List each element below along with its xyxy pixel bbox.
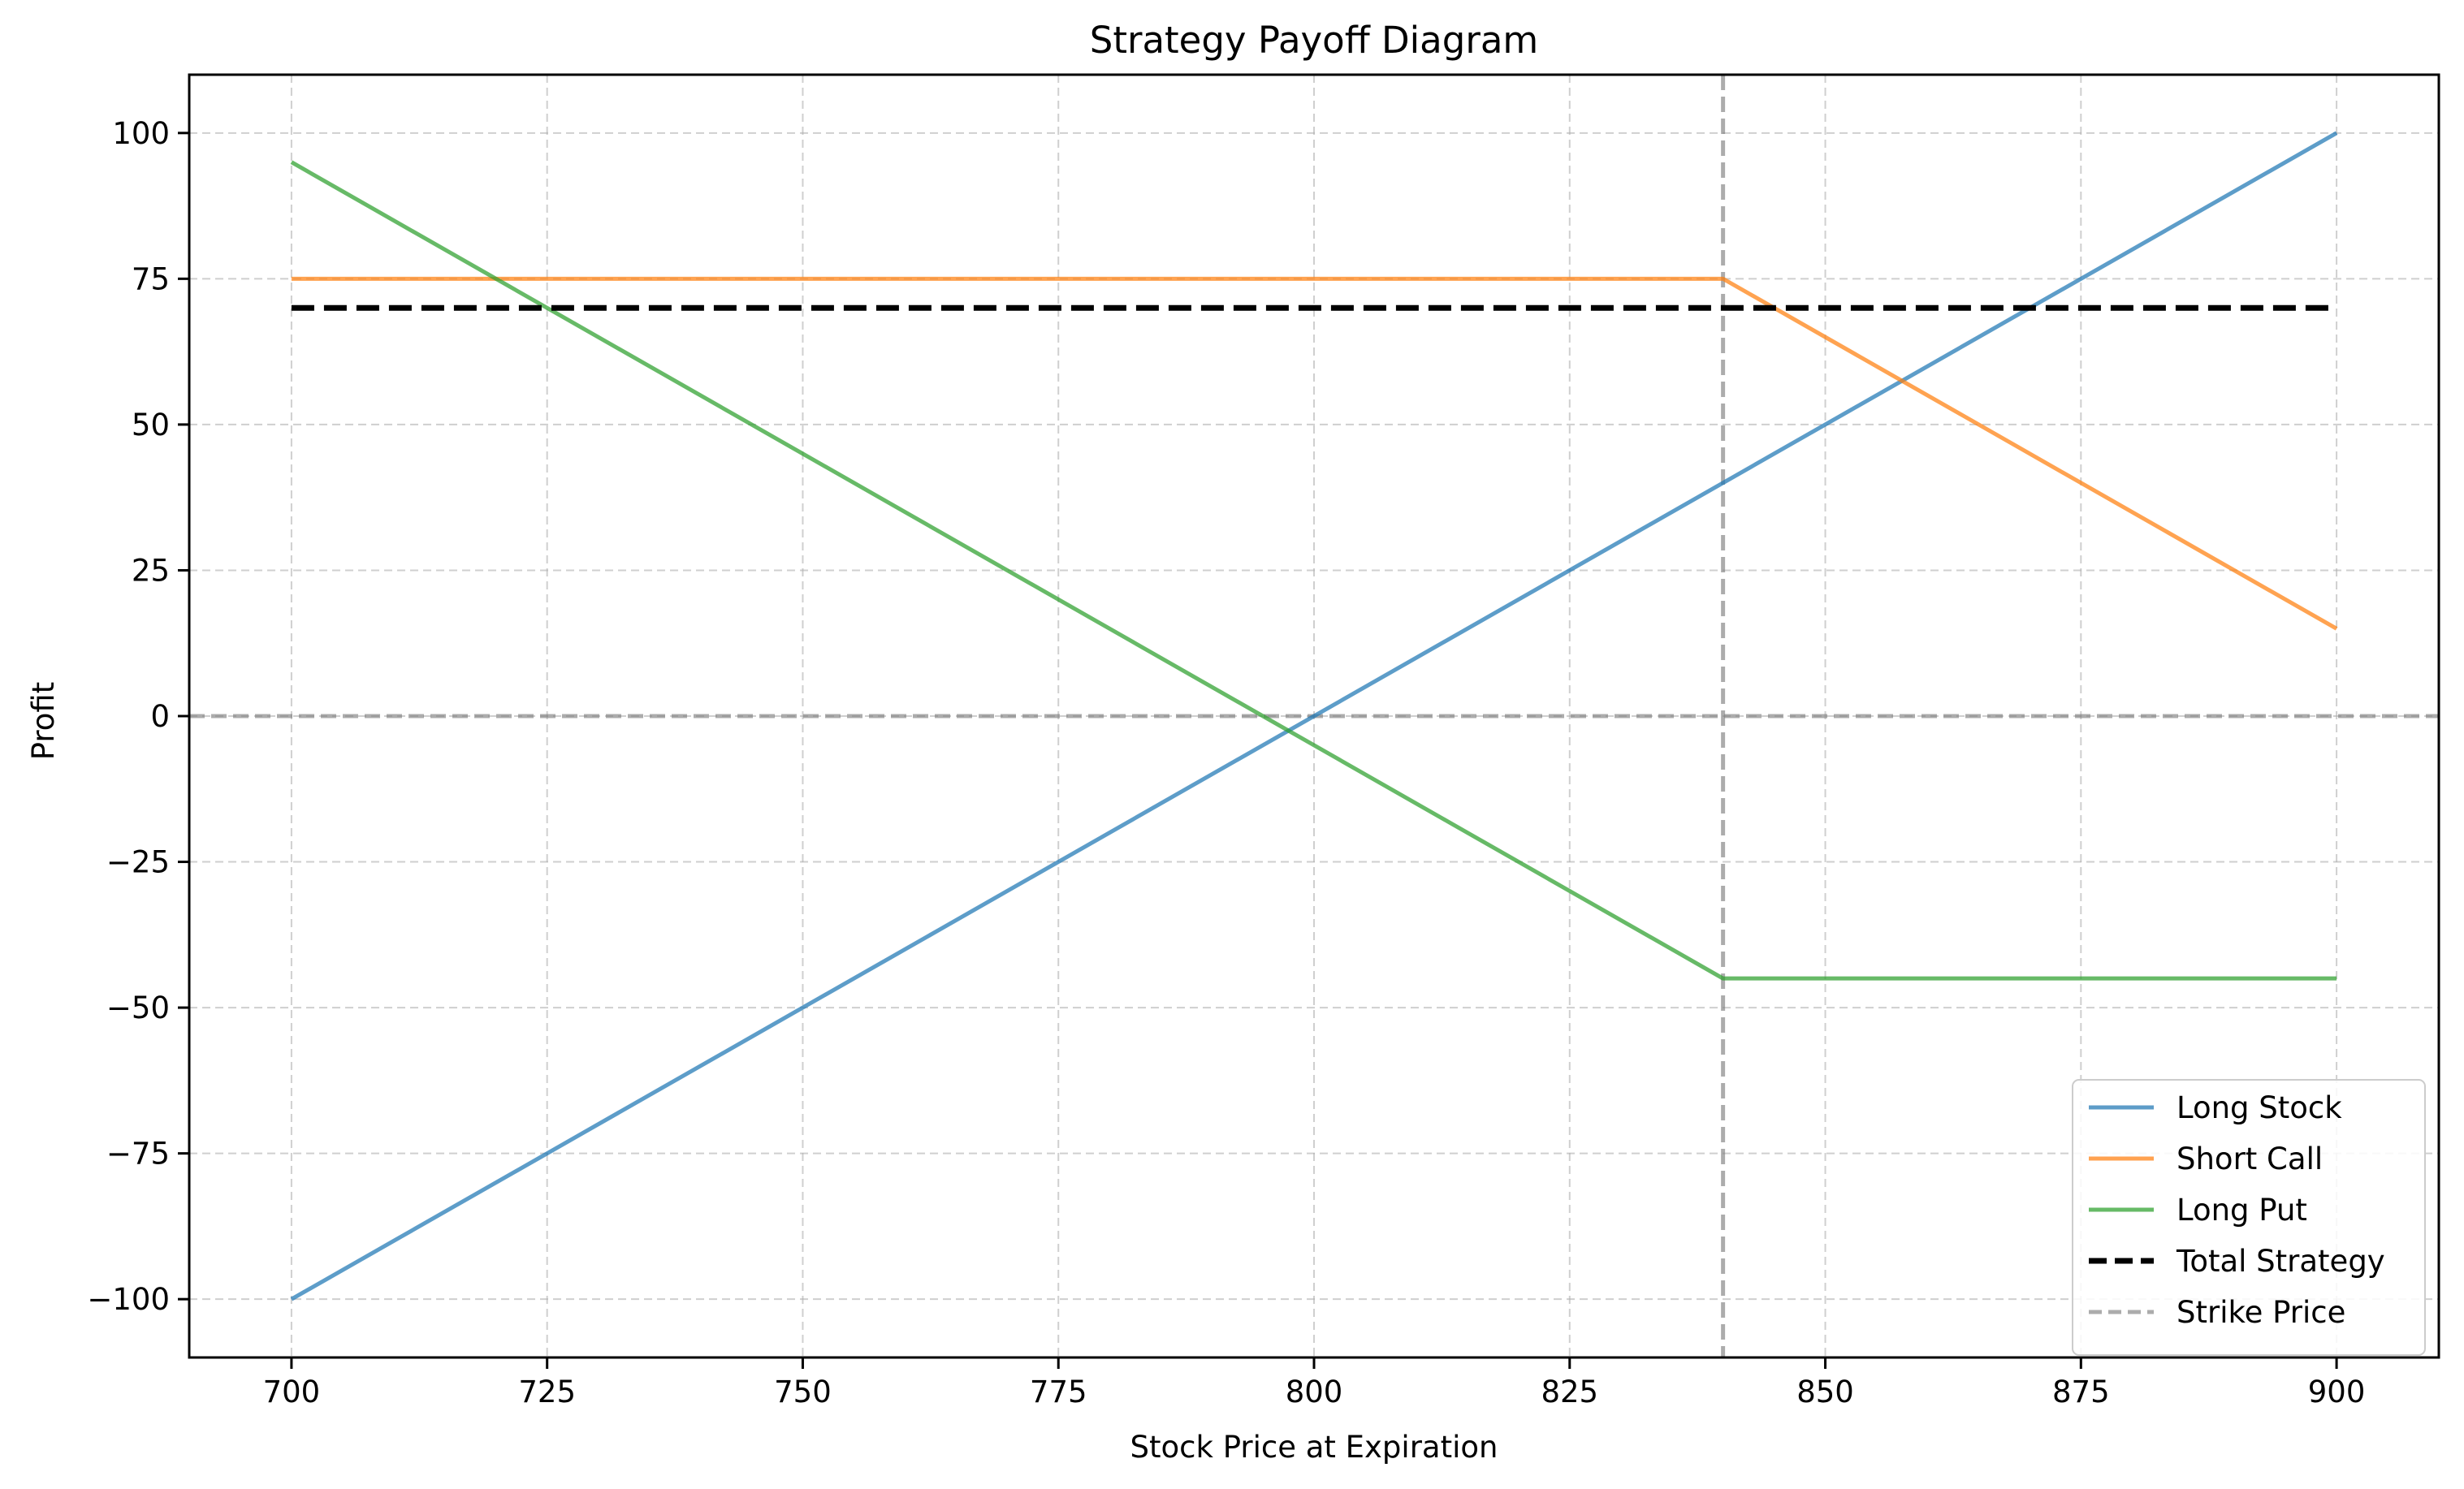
series-line-short-call (291, 276, 2338, 631)
legend-label: Strike Price (2177, 1295, 2345, 1330)
x-tick-label: 825 (1541, 1375, 1598, 1409)
y-tick-label: 0 (150, 699, 170, 734)
legend-label: Short Call (2177, 1142, 2323, 1176)
y-tick-label: −50 (106, 991, 170, 1025)
x-tick-label: 800 (1286, 1375, 1343, 1409)
y-tick-label: 25 (132, 553, 170, 588)
chart-title: Strategy Payoff Diagram (1090, 19, 1538, 62)
legend-label: Long Stock (2177, 1090, 2342, 1125)
x-tick-label: 775 (1030, 1375, 1087, 1409)
series-lines (189, 75, 2439, 1357)
y-tick-label: −75 (106, 1137, 170, 1172)
x-tick-label: 700 (263, 1375, 321, 1409)
axis-ticks: 700 725 750 775 800 825 850 875 900−100−75−50−25… (87, 116, 2365, 1409)
y-tick-label: 75 (132, 261, 170, 296)
x-tick-label: 900 (2308, 1375, 2366, 1409)
legend-box (2072, 1079, 2426, 1356)
legend: Long Stock Short Call Long Put Total Strate… (2072, 1079, 2426, 1356)
x-tick-label: 725 (518, 1375, 576, 1409)
y-tick-label: 100 (112, 116, 170, 151)
y-tick-label: −100 (87, 1282, 170, 1317)
grid (189, 75, 2439, 1357)
legend-label: Long Put (2177, 1193, 2307, 1228)
x-tick-label: 750 (774, 1375, 832, 1409)
y-tick-label: −25 (106, 845, 170, 880)
y-tick-label: 50 (132, 408, 170, 442)
x-axis-label: Stock Price at Expiration (1130, 1430, 1498, 1465)
series-line-long-stock (290, 131, 2338, 1301)
x-tick-label: 850 (1796, 1375, 1854, 1409)
series-line-long-put (290, 160, 2337, 981)
legend-label: Total Strategy (2176, 1244, 2385, 1279)
y-axis-label: Profit (26, 682, 61, 761)
x-tick-label: 875 (2052, 1375, 2110, 1409)
